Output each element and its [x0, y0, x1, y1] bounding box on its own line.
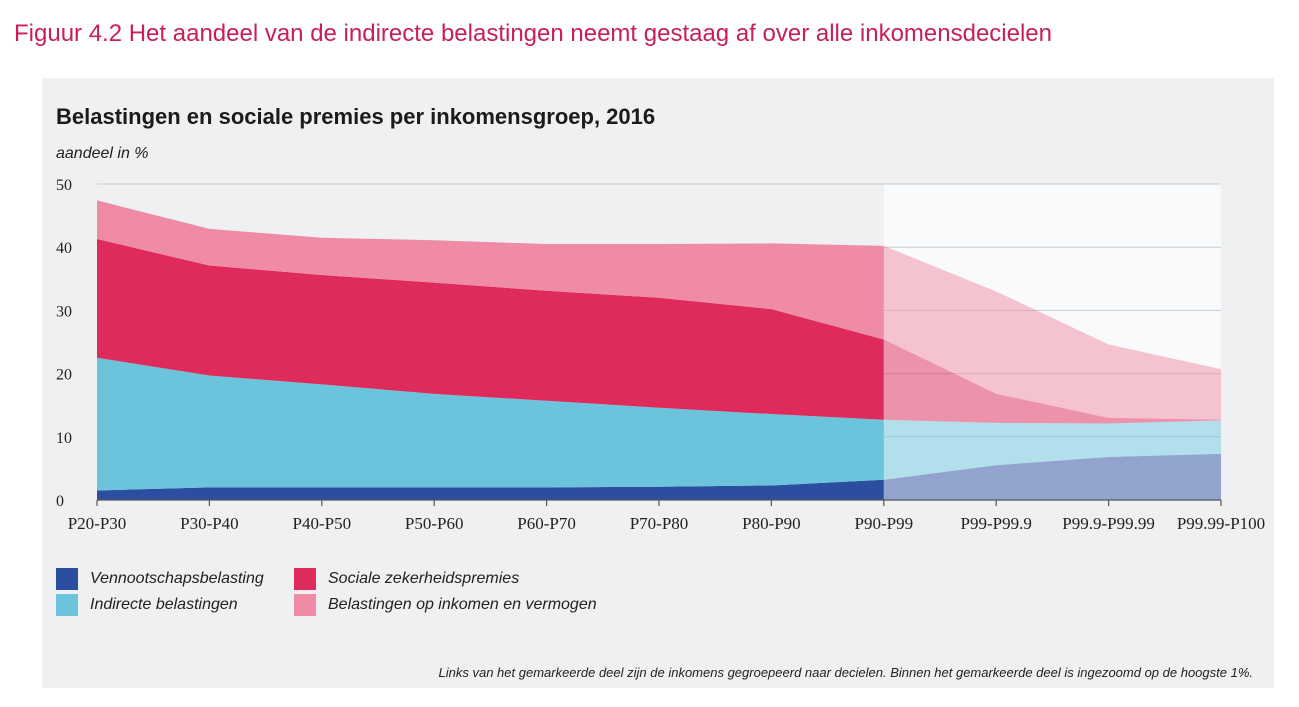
chart-title: Belastingen en sociale premies per inkom… [56, 104, 656, 129]
x-tick-label: P80-P90 [742, 514, 801, 533]
legend-swatch-sociale-zekerheidspremies [294, 568, 316, 590]
y-axis-label: aandeel in % [56, 145, 149, 162]
area-indirecte-belastingen [97, 357, 884, 491]
legend-label-sociale-zekerheidspremies: Sociale zekerheidspremies [328, 570, 520, 587]
legend-label-vennootschapsbelasting: Vennootschapsbelasting [90, 570, 264, 587]
legend-item-belastingen-op-inkomen: Belastingen op inkomen en vermogen [294, 594, 597, 616]
area-vennootschapsbelasting-top-percentile [883, 453, 1221, 500]
legend-label-belastingen-op-inkomen: Belastingen op inkomen en vermogen [328, 596, 597, 613]
footnote: Links van het gemarkeerde deel zijn de i… [438, 665, 1253, 680]
legend-item-sociale-zekerheidspremies: Sociale zekerheidspremies [294, 568, 519, 590]
area-sociale-zekerheidspremies-top-percentile [883, 339, 1221, 424]
legend-swatch-vennootschapsbelasting [56, 568, 78, 590]
y-tick-label: 20 [56, 367, 72, 384]
legend-swatch-indirecte-belastingen [56, 594, 78, 616]
x-tick-label: P99-P99.9 [961, 514, 1032, 533]
y-tick-label: 30 [56, 303, 72, 320]
x-tick-label: P60-P70 [517, 514, 576, 533]
x-tick-label: P99.9-P99.99 [1062, 514, 1155, 533]
figure-title: Figuur 4.2 Het aandeel van de indirecte … [14, 20, 1052, 47]
x-tick-label: P20-P30 [68, 514, 127, 533]
y-tick-label: 0 [56, 493, 64, 510]
y-tick-label: 10 [56, 430, 72, 447]
x-tick-label: P90-P99 [855, 514, 914, 533]
area-indirecte-belastingen-top-percentile [883, 419, 1221, 480]
legend: Vennootschapsbelasting Indirecte belasti… [56, 568, 656, 624]
legend-item-vennootschapsbelasting: Vennootschapsbelasting [56, 568, 264, 590]
x-tick-label: P30-P40 [180, 514, 239, 533]
x-tick-label: P50-P60 [405, 514, 464, 533]
area-sociale-zekerheidspremies [97, 238, 884, 420]
area-belastingen-op-inkomen-en-vermogen [97, 200, 884, 340]
y-tick-label: 40 [56, 240, 72, 257]
legend-item-indirecte-belastingen: Indirecte belastingen [56, 594, 238, 616]
area-belastingen-op-inkomen-en-vermogen-top-percentile [883, 245, 1221, 420]
y-tick-label: 50 [56, 177, 72, 194]
legend-swatch-belastingen-op-inkomen [294, 594, 316, 616]
area-vennootschapsbelasting [97, 479, 884, 500]
x-tick-label: P70-P80 [630, 514, 689, 533]
legend-label-indirecte-belastingen: Indirecte belastingen [90, 596, 238, 613]
x-tick-label: P99.99-P100 [1177, 514, 1265, 533]
x-tick-label: P40-P50 [293, 514, 352, 533]
